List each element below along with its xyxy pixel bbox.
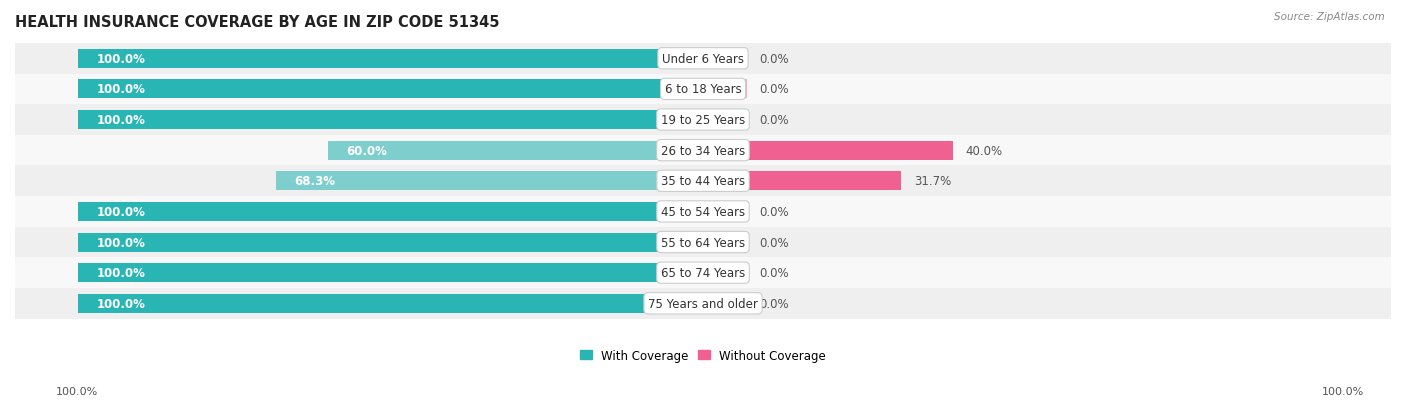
Text: HEALTH INSURANCE COVERAGE BY AGE IN ZIP CODE 51345: HEALTH INSURANCE COVERAGE BY AGE IN ZIP … (15, 15, 499, 30)
Bar (77, 111, 703, 130)
Bar (15, 258, 1391, 288)
Text: 0.0%: 0.0% (759, 114, 789, 127)
Text: 100.0%: 100.0% (96, 114, 145, 127)
Bar (703, 172, 901, 191)
Text: Under 6 Years: Under 6 Years (662, 52, 744, 66)
Legend: With Coverage, Without Coverage: With Coverage, Without Coverage (575, 344, 831, 367)
Bar (77, 50, 703, 69)
Bar (77, 80, 703, 99)
Bar (703, 80, 747, 99)
Text: 0.0%: 0.0% (759, 266, 789, 280)
Text: 6 to 18 Years: 6 to 18 Years (665, 83, 741, 96)
Text: 100.0%: 100.0% (96, 205, 145, 218)
Bar (703, 111, 747, 130)
Text: 100.0%: 100.0% (96, 266, 145, 280)
Bar (703, 263, 747, 282)
Bar (703, 50, 747, 69)
Text: 60.0%: 60.0% (346, 144, 388, 157)
Text: 100.0%: 100.0% (96, 297, 145, 310)
Bar (77, 202, 703, 221)
Bar (328, 141, 703, 160)
Bar (276, 172, 703, 191)
Text: 75 Years and older: 75 Years and older (648, 297, 758, 310)
Bar (15, 135, 1391, 166)
Bar (15, 197, 1391, 227)
Text: 35 to 44 Years: 35 to 44 Years (661, 175, 745, 188)
Text: 100.0%: 100.0% (56, 387, 98, 396)
Text: 0.0%: 0.0% (759, 52, 789, 66)
Text: 0.0%: 0.0% (759, 83, 789, 96)
Text: 0.0%: 0.0% (759, 236, 789, 249)
Bar (15, 288, 1391, 319)
Bar (77, 263, 703, 282)
Text: 100.0%: 100.0% (1322, 387, 1364, 396)
Text: 40.0%: 40.0% (966, 144, 1002, 157)
Text: Source: ZipAtlas.com: Source: ZipAtlas.com (1274, 12, 1385, 22)
Text: 100.0%: 100.0% (96, 236, 145, 249)
Text: 0.0%: 0.0% (759, 297, 789, 310)
Text: 68.3%: 68.3% (295, 175, 336, 188)
Bar (15, 74, 1391, 105)
Text: 26 to 34 Years: 26 to 34 Years (661, 144, 745, 157)
Text: 65 to 74 Years: 65 to 74 Years (661, 266, 745, 280)
Bar (703, 141, 953, 160)
Text: 100.0%: 100.0% (96, 83, 145, 96)
Text: 45 to 54 Years: 45 to 54 Years (661, 205, 745, 218)
Bar (77, 294, 703, 313)
Bar (77, 233, 703, 252)
Bar (15, 44, 1391, 74)
Text: 19 to 25 Years: 19 to 25 Years (661, 114, 745, 127)
Bar (703, 294, 747, 313)
Bar (15, 166, 1391, 197)
Bar (15, 227, 1391, 258)
Text: 31.7%: 31.7% (914, 175, 950, 188)
Bar (703, 202, 747, 221)
Bar (15, 105, 1391, 135)
Text: 0.0%: 0.0% (759, 205, 789, 218)
Text: 55 to 64 Years: 55 to 64 Years (661, 236, 745, 249)
Text: 100.0%: 100.0% (96, 52, 145, 66)
Bar (703, 233, 747, 252)
